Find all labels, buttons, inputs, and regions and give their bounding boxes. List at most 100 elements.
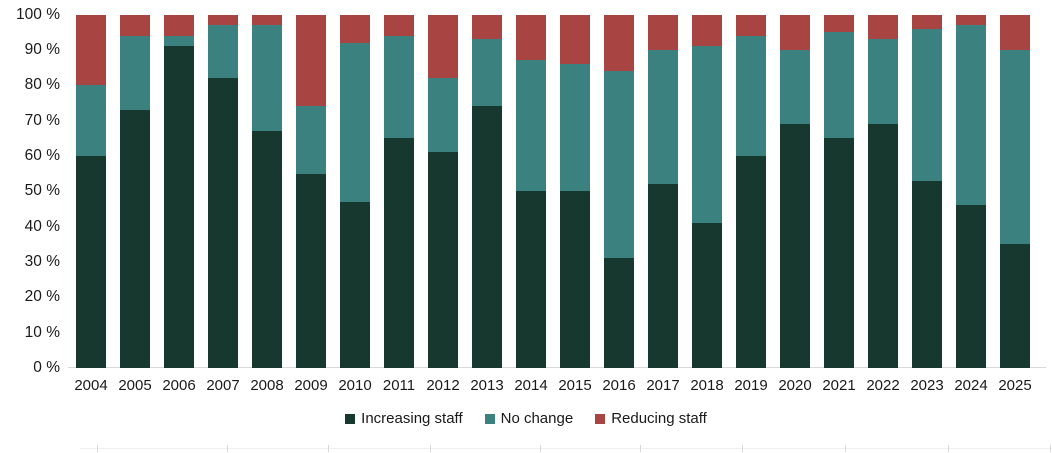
bar-segment-2025-increasing-staff — [1000, 244, 1030, 368]
bar-segment-2012-no-change — [428, 78, 458, 153]
bar-segment-2013-increasing-staff — [472, 106, 502, 368]
bar-segment-2007-increasing-staff — [208, 78, 238, 368]
bar-segment-2024-no-change — [956, 25, 986, 206]
bar-segment-2022-no-change — [868, 39, 898, 125]
bar-segment-2017-no-change — [648, 49, 678, 185]
y-axis-tick-label: 20 % — [24, 288, 60, 306]
ruler-tick — [97, 445, 98, 452]
y-axis-tick-label: 50 % — [24, 182, 60, 200]
y-axis-tick-label: 100 % — [16, 5, 60, 23]
bar-segment-2023-reducing-staff — [912, 14, 942, 29]
bar-segment-2018-reducing-staff — [692, 14, 722, 47]
x-axis-tick-label: 2020 — [778, 377, 812, 394]
x-axis-tick-label: 2024 — [954, 377, 988, 394]
bottom-ruler-line — [80, 448, 1052, 449]
bar-segment-2015-no-change — [560, 63, 590, 192]
y-axis-tick-label: 0 % — [33, 359, 60, 376]
y-axis-tick-label: 30 % — [24, 252, 60, 270]
x-axis-tick-label: 2022 — [866, 377, 900, 394]
x-axis-tick-label: 2017 — [646, 377, 680, 394]
y-axis-tick-label: 60 % — [24, 146, 60, 164]
bar-segment-2007-no-change — [208, 25, 238, 79]
bar-segment-2006-increasing-staff — [164, 46, 194, 368]
bar-segment-2018-increasing-staff — [692, 223, 722, 368]
ruler-tick — [328, 445, 329, 452]
bar-segment-2014-no-change — [516, 60, 546, 192]
bar-segment-2006-no-change — [164, 35, 194, 47]
y-axis-tick-label: 70 % — [24, 111, 60, 129]
bar-segment-2021-no-change — [824, 32, 854, 139]
x-axis-tick-label: 2011 — [382, 377, 416, 394]
bar-segment-2005-no-change — [120, 35, 150, 110]
x-axis-tick-label: 2018 — [690, 377, 724, 394]
bar-segment-2008-increasing-staff — [252, 131, 282, 368]
bar-segment-2014-reducing-staff — [516, 14, 546, 61]
bar-2014 — [516, 14, 546, 369]
bar-segment-2005-increasing-staff — [120, 109, 150, 368]
bar-segment-2025-no-change — [1000, 49, 1030, 245]
bar-segment-2004-reducing-staff — [76, 14, 106, 86]
bar-segment-2025-reducing-staff — [1000, 14, 1030, 50]
bar-segment-2023-increasing-staff — [912, 180, 942, 368]
ruler-tick — [845, 445, 846, 452]
legend-item-increasing-staff: Increasing staff — [345, 410, 463, 427]
bar-segment-2024-reducing-staff — [956, 14, 986, 26]
legend-swatch-icon — [595, 413, 606, 424]
bar-2025 — [1000, 14, 1030, 369]
bar-segment-2006-reducing-staff — [164, 14, 194, 36]
bar-segment-2021-reducing-staff — [824, 14, 854, 33]
y-axis-tick-label: 80 % — [24, 76, 60, 94]
legend-item-no-change: No change — [484, 410, 573, 427]
x-axis-tick-label: 2013 — [470, 377, 504, 394]
x-axis-tick-label: 2008 — [250, 377, 284, 394]
legend-swatch-icon — [484, 413, 495, 424]
x-axis-tick-label: 2007 — [206, 377, 240, 394]
bar-segment-2018-no-change — [692, 46, 722, 224]
ruler-tick — [948, 445, 949, 452]
bar-2019 — [736, 14, 766, 369]
bar-segment-2017-increasing-staff — [648, 184, 678, 368]
bar-segment-2012-reducing-staff — [428, 14, 458, 79]
bar-segment-2010-increasing-staff — [340, 201, 370, 368]
bar-segment-2015-increasing-staff — [560, 191, 590, 368]
x-axis-tick-label: 2010 — [338, 377, 372, 394]
x-axis-tick-label: 2025 — [998, 377, 1032, 394]
bar-2018 — [692, 14, 722, 369]
ruler-tick — [540, 445, 541, 452]
x-axis-tick-label: 2014 — [514, 377, 548, 394]
bar-2016 — [604, 14, 634, 369]
bar-segment-2009-no-change — [296, 106, 326, 174]
bar-segment-2020-no-change — [780, 49, 810, 125]
legend-swatch-icon — [345, 413, 356, 424]
x-axis-tick-label: 2006 — [162, 377, 196, 394]
bar-segment-2004-no-change — [76, 85, 106, 156]
bar-2017 — [648, 14, 678, 369]
bar-segment-2004-increasing-staff — [76, 155, 106, 368]
bar-segment-2024-increasing-staff — [956, 205, 986, 368]
bar-segment-2007-reducing-staff — [208, 14, 238, 26]
y-axis-tick-label: 40 % — [24, 217, 60, 235]
legend-label: Increasing staff — [361, 410, 463, 427]
bar-2007 — [208, 14, 238, 369]
bar-2022 — [868, 14, 898, 369]
bar-segment-2011-increasing-staff — [384, 138, 414, 368]
x-axis-tick-label: 2005 — [118, 377, 152, 394]
bar-2008 — [252, 14, 282, 369]
x-axis-line — [68, 367, 1046, 368]
x-axis-tick-label: 2004 — [74, 377, 108, 394]
x-axis-tick-label: 2015 — [558, 377, 592, 394]
bar-segment-2019-reducing-staff — [736, 14, 766, 36]
bar-2011 — [384, 14, 414, 369]
bar-segment-2016-increasing-staff — [604, 258, 634, 368]
x-axis-tick-label: 2012 — [426, 377, 460, 394]
y-axis-tick-label: 10 % — [24, 323, 60, 341]
bar-2020 — [780, 14, 810, 369]
bar-segment-2022-increasing-staff — [868, 124, 898, 368]
bar-2004 — [76, 14, 106, 369]
ruler-tick — [227, 445, 228, 452]
bar-segment-2014-increasing-staff — [516, 191, 546, 368]
bar-2021 — [824, 14, 854, 369]
bar-segment-2012-increasing-staff — [428, 152, 458, 368]
ruler-tick — [742, 445, 743, 452]
